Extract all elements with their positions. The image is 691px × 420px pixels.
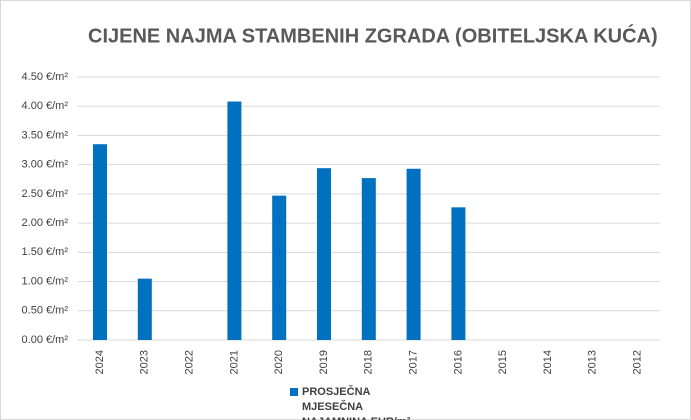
chart-title: CIJENE NAJMA STAMBENIH ZGRADA (OBITELJSK… bbox=[88, 23, 658, 47]
y-tick-label: 0.50 €/m² bbox=[22, 305, 69, 317]
y-tick-label: 3.00 €/m² bbox=[22, 159, 69, 171]
x-tick-label: 2012 bbox=[632, 350, 644, 374]
bar bbox=[361, 178, 376, 340]
y-tick-label: 4.00 €/m² bbox=[22, 100, 69, 112]
x-tick-label: 2019 bbox=[318, 350, 330, 374]
bar bbox=[227, 101, 242, 341]
bar bbox=[272, 195, 287, 340]
bar bbox=[93, 144, 107, 340]
x-tick-label: 2023 bbox=[139, 350, 151, 374]
legend-label: PROSJEČNA MJESEČNA NAJAMNINA EUR/m² bbox=[302, 386, 410, 420]
x-tick-label: 2017 bbox=[408, 350, 420, 374]
y-tick-label: 4.50 €/m² bbox=[22, 71, 69, 83]
x-tick-label: 2014 bbox=[542, 350, 554, 374]
x-tick-label: 2024 bbox=[94, 350, 106, 374]
x-tick-label: 2015 bbox=[497, 350, 509, 374]
x-tick-label: 2021 bbox=[228, 350, 240, 374]
y-tick-label: 3.50 €/m² bbox=[22, 129, 69, 141]
y-tick-label: 2.50 €/m² bbox=[22, 188, 69, 200]
legend-swatch bbox=[290, 388, 298, 396]
bar bbox=[406, 168, 421, 340]
x-tick-label: 2013 bbox=[587, 350, 599, 374]
bar bbox=[317, 168, 331, 340]
bar bbox=[451, 207, 466, 340]
y-tick-label: 2.00 €/m² bbox=[22, 217, 69, 229]
legend: PROSJEČNA MJESEČNA NAJAMNINA EUR/m² bbox=[290, 385, 430, 420]
y-tick-label: 1.00 €/m² bbox=[22, 275, 69, 287]
x-tick-label: 2018 bbox=[363, 350, 375, 374]
x-tick-label: 2020 bbox=[273, 350, 285, 374]
bar bbox=[137, 278, 152, 340]
x-tick-label: 2022 bbox=[184, 350, 196, 374]
y-tick-label: 0.00 €/m² bbox=[22, 334, 69, 346]
x-tick-label: 2016 bbox=[452, 350, 464, 374]
y-tick-label: 1.50 €/m² bbox=[22, 246, 69, 258]
